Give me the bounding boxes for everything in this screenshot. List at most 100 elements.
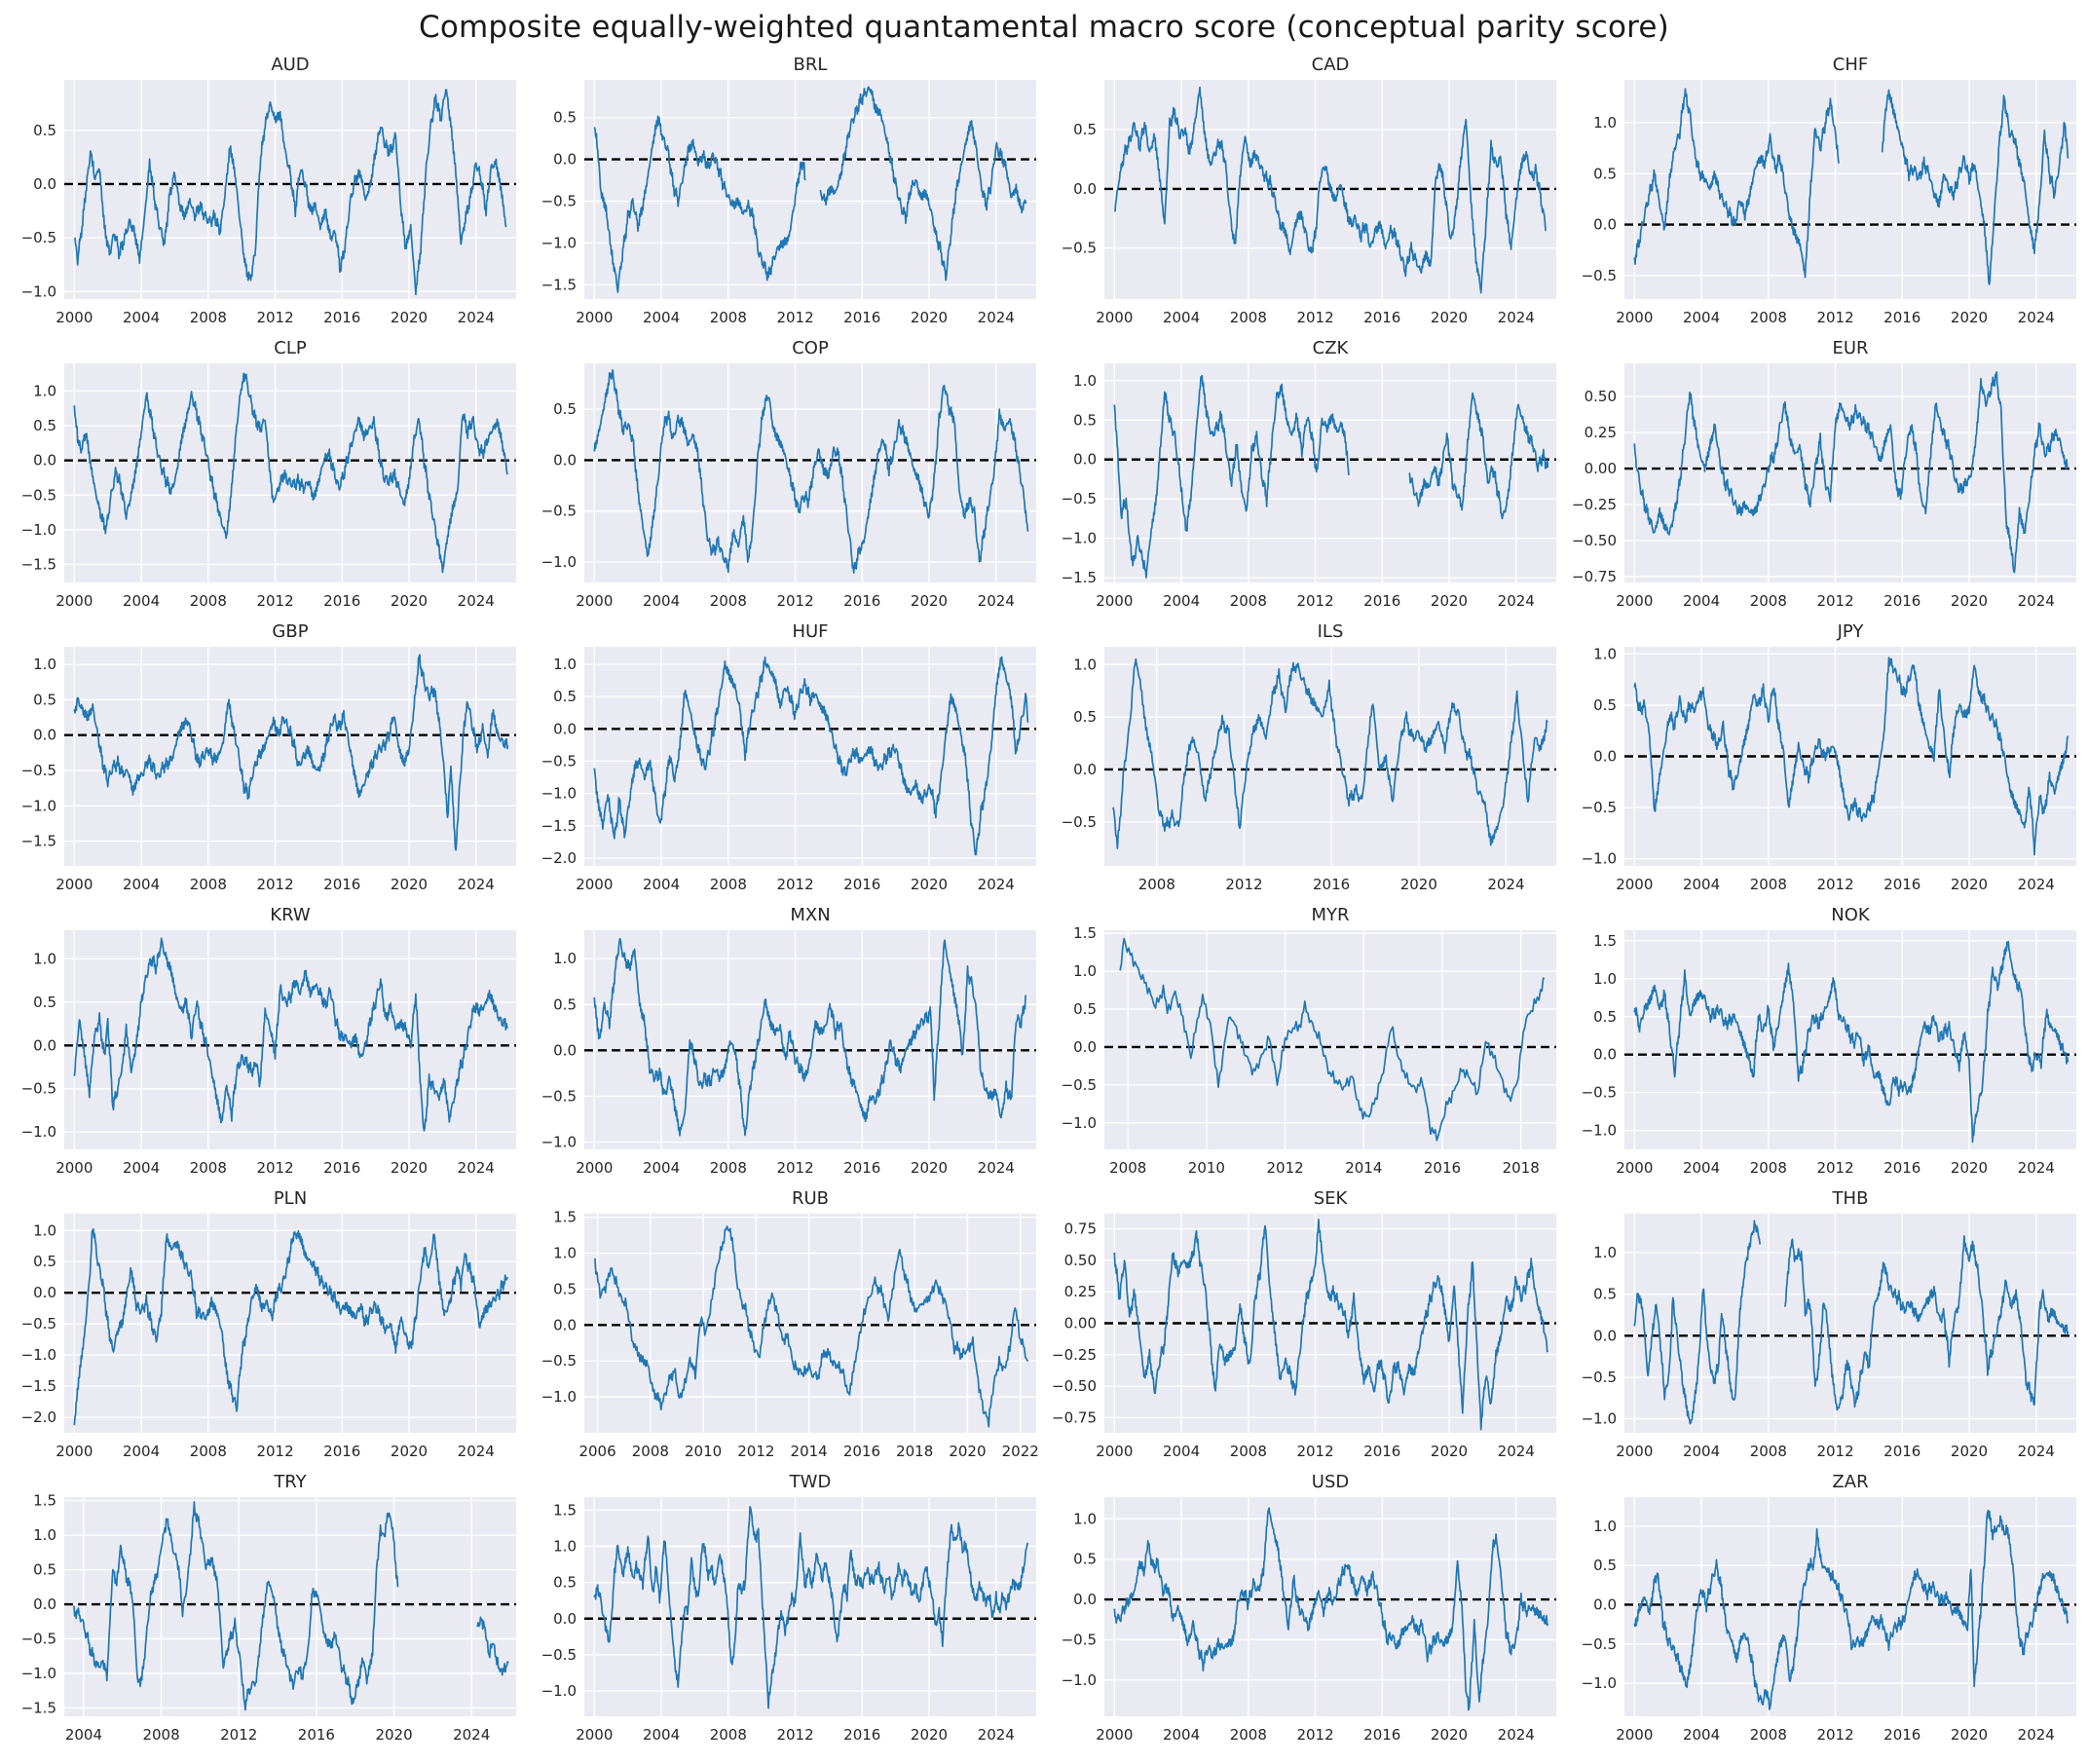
y-tick-label: −1.0: [21, 282, 56, 300]
subplot-THB: −1.0 −0.5 0.0 0.5 1.0 2000 2004 2008 2012 2016 202…: [1568, 1184, 2084, 1466]
x-tick-label: 2012: [256, 309, 293, 326]
series-line-CZK: [1113, 374, 1350, 579]
series-line-RUB: [594, 1225, 1029, 1428]
x-tick-label: 2000: [1616, 876, 1653, 893]
y-tick-label: −1.0: [21, 1346, 56, 1364]
x-tick-label: 2000: [56, 876, 93, 893]
y-tick-label: −1.0: [1582, 850, 1617, 868]
y-tick-label: 0.5: [1593, 1008, 1617, 1026]
x-tick-label: 2004: [1683, 1443, 1720, 1460]
y-tick-label: 1.0: [553, 1245, 577, 1262]
subplot-ZAR: −1.0 −0.5 0.0 0.5 1.0 2000 2004 2008 2012 2016 202…: [1568, 1468, 2084, 1749]
x-tick-label: 2000: [1616, 1159, 1653, 1177]
subplot-canvas-SEK: −0.75 −0.50 −0.25 0.00 0.25 0.50 0.75 2000 2004 2…: [1052, 1188, 1556, 1460]
y-tick-label: −0.5: [21, 1631, 56, 1648]
y-tick-label: 0.0: [1073, 451, 1097, 469]
y-tick-label: 0.5: [553, 688, 577, 705]
subplot-canvas-MYR: −1.0 −0.5 0.0 0.5 1.0 1.5 2008 2010 2012 2014 2016…: [1062, 905, 1556, 1177]
y-tick-label: 0.5: [553, 1574, 577, 1592]
subplot-title-TRY: TRY: [273, 1472, 307, 1492]
subplot-canvas-MXN: −1.0 −0.5 0.0 0.5 1.0 2000 2004 2008 2012 2016 202…: [541, 905, 1036, 1177]
x-tick-label: 2024: [2018, 1726, 2055, 1744]
subplot-AUD: −1.0 −0.5 0.0 0.5 2000 2004 2008 2012 2016 2020 20…: [8, 51, 524, 332]
series-line-CLP: [73, 372, 508, 574]
subplot-title-USD: USD: [1312, 1472, 1349, 1492]
x-tick-label: 2008: [190, 592, 227, 610]
y-tick-label: −1.5: [21, 555, 56, 573]
subplot-title-RUB: RUB: [792, 1188, 829, 1209]
plot-area: [584, 930, 1036, 1149]
x-tick-label: 2004: [643, 592, 680, 610]
x-tick-label: 2000: [576, 1726, 613, 1744]
x-tick-label: 2016: [1313, 876, 1350, 893]
x-tick-label: 2008: [1750, 1726, 1787, 1744]
subplot-canvas-TRY: −1.5 −1.0 −0.5 0.0 0.5 1.0 1.5 2004 2008 2012 2016…: [21, 1472, 516, 1744]
y-tick-label: 1.0: [33, 1221, 56, 1239]
subplot-JPY: −1.0 −0.5 0.0 0.5 1.0 2000 2004 2008 2012 2016 202…: [1568, 618, 2084, 899]
x-tick-label: 2004: [1683, 1726, 1720, 1744]
x-tick-label: 2004: [123, 1443, 160, 1460]
y-tick-label: −0.5: [1582, 1084, 1617, 1102]
x-tick-label: 2000: [56, 592, 93, 610]
x-tick-label: 2020: [911, 309, 948, 326]
plot-area: [64, 1497, 516, 1716]
y-tick-label: 0.00: [1585, 460, 1617, 477]
x-tick-label: 2008: [710, 309, 747, 326]
subplot-canvas-CHF: −0.5 0.0 0.5 1.0 2000 2004 2008 2012 2016 2020 202…: [1582, 55, 2076, 326]
y-tick-label: 0.75: [1064, 1220, 1097, 1238]
y-tick-label: 0.0: [553, 1041, 577, 1059]
x-tick-label: 2020: [911, 1726, 948, 1744]
x-tick-label: 2016: [1424, 1159, 1461, 1177]
series-line-JPY: [1633, 657, 2069, 856]
subplot-RUB: −1.0 −0.5 0.0 0.5 1.0 1.5 2006 2008 2010 2012 2014…: [528, 1184, 1044, 1466]
plot-area: [1624, 80, 2076, 299]
y-tick-label: 0.0: [1593, 216, 1617, 234]
x-tick-label: 2016: [1363, 1726, 1400, 1744]
y-tick-label: −1.0: [1062, 530, 1097, 547]
x-tick-label: 2016: [1883, 1726, 1920, 1744]
y-tick-label: 0.5: [1073, 121, 1097, 138]
x-tick-label: 2016: [1363, 592, 1400, 610]
x-tick-label: 2008: [710, 876, 747, 893]
y-tick-label: 1.0: [1593, 114, 1617, 131]
y-tick-label: −1.0: [1582, 1674, 1617, 1692]
x-tick-label: 2012: [776, 309, 813, 326]
y-tick-label: 0.5: [33, 691, 56, 708]
subplot-title-ZAR: ZAR: [1832, 1472, 1868, 1492]
y-tick-label: −1.0: [21, 797, 56, 814]
x-tick-label: 2012: [1816, 592, 1853, 610]
x-tick-label: 2020: [1431, 1443, 1468, 1460]
y-tick-label: 0.5: [33, 1253, 56, 1270]
x-tick-label: 2008: [190, 1159, 227, 1177]
y-tick-label: 1.5: [1593, 932, 1617, 950]
subplot-canvas-EUR: −0.75 −0.50 −0.25 0.00 0.25 0.50 2000 2004 2008 2…: [1572, 338, 2076, 610]
x-tick-label: 2016: [1883, 1443, 1920, 1460]
subplot-title-AUD: AUD: [271, 55, 309, 75]
y-tick-label: −1.0: [1062, 1671, 1097, 1689]
y-tick-label: 0.5: [1593, 1286, 1617, 1303]
x-tick-label: 2012: [776, 1159, 813, 1177]
y-tick-label: −0.75: [1572, 568, 1617, 585]
x-tick-label: 2004: [1163, 592, 1200, 610]
series-line-ZAR: [1633, 1509, 2069, 1710]
plot-area: [1624, 1497, 2076, 1716]
x-tick-label: 2012: [1296, 309, 1333, 326]
subplot-title-HUF: HUF: [792, 621, 828, 642]
y-tick-label: 0.0: [33, 175, 56, 193]
y-tick-label: 1.0: [1593, 645, 1617, 662]
y-tick-label: 1.0: [1593, 970, 1617, 988]
x-tick-label: 2012: [256, 876, 293, 893]
x-tick-label: 2012: [737, 1443, 774, 1460]
y-tick-label: −0.5: [541, 752, 577, 769]
x-tick-label: 2020: [391, 876, 428, 893]
y-tick-label: −0.50: [1052, 1377, 1097, 1395]
x-tick-label: 2008: [632, 1443, 669, 1460]
x-tick-label: 2000: [576, 309, 613, 326]
subplot-title-SEK: SEK: [1314, 1188, 1349, 1209]
x-tick-label: 2012: [776, 876, 813, 893]
subplot-title-JPY: JPY: [1837, 621, 1865, 642]
x-tick-label: 2016: [843, 1159, 880, 1177]
y-tick-label: −1.5: [21, 1377, 56, 1395]
x-tick-label: 2004: [65, 1726, 102, 1744]
y-tick-label: −1.0: [541, 234, 577, 251]
